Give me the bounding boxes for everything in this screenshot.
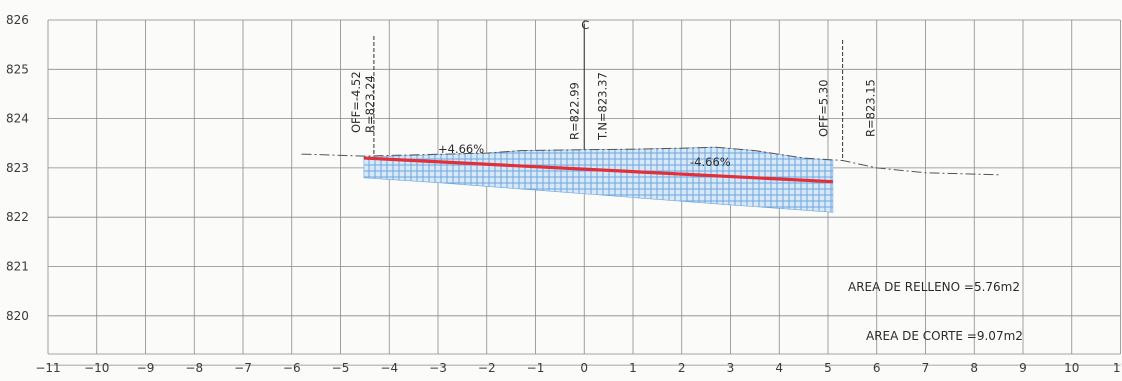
x-tick-label: −8 — [185, 361, 203, 375]
y-tick-label: 826 — [6, 13, 29, 27]
x-tick-label: −6 — [283, 361, 301, 375]
x-tick-label: −5 — [332, 361, 350, 375]
x-tick-label: 8 — [970, 361, 978, 375]
y-tick-label: 824 — [6, 112, 29, 126]
center-elevation-label: R=822.99 — [567, 82, 581, 140]
y-tick-label: 825 — [6, 62, 29, 76]
x-tick-label: 2 — [678, 361, 686, 375]
x-tick-label: 5 — [824, 361, 832, 375]
left-elevation-label: R=823.24 — [363, 75, 377, 133]
y-tick-label: 820 — [6, 309, 29, 323]
x-tick-label: 6 — [873, 361, 881, 375]
x-tick-label: −4 — [380, 361, 398, 375]
x-tick-label: 4 — [775, 361, 783, 375]
x-axis-ticks: −11−10−9−8−7−6−5−4−3−2−101234567891011 — [35, 361, 1122, 375]
x-tick-label: 3 — [727, 361, 735, 375]
fill-area-label: AREA DE RELLENO =5.76m2 — [848, 280, 1020, 294]
right-offset-label: OFF=5.30 — [817, 79, 831, 137]
y-tick-label: 823 — [6, 161, 29, 175]
x-tick-label: 10 — [1064, 361, 1079, 375]
x-tick-label: −7 — [234, 361, 252, 375]
cut-area-label: AREA DE CORTE =9.07m2 — [866, 329, 1023, 343]
slope-left-label: +4.66% — [438, 142, 484, 156]
x-tick-label: 0 — [580, 361, 588, 375]
x-tick-label: 9 — [1019, 361, 1027, 375]
x-tick-label: −3 — [429, 361, 447, 375]
x-tick-label: −11 — [35, 361, 60, 375]
left-offset-label: OFF=-4.52 — [349, 71, 363, 133]
right-elevation-label: R=823.15 — [864, 79, 878, 137]
x-tick-label: 7 — [922, 361, 930, 375]
y-axis-ticks: 826 825 824 823 822 821 820 — [6, 13, 29, 323]
x-tick-label: 1 — [629, 361, 637, 375]
x-tick-label: 11 — [1113, 361, 1122, 375]
y-tick-label: 821 — [6, 260, 29, 274]
x-tick-label: −9 — [137, 361, 155, 375]
design-road-line — [363, 156, 833, 184]
centerline-symbol: C — [581, 18, 589, 32]
x-tick-label: −1 — [527, 361, 545, 375]
x-tick-label: −10 — [84, 361, 109, 375]
x-tick-label: −2 — [478, 361, 496, 375]
y-tick-label: 822 — [6, 210, 29, 224]
slope-right-label: -4.66% — [690, 155, 731, 169]
terrain-line — [301, 146, 999, 176]
center-terrain-label: T.N=823.37 — [595, 72, 609, 141]
